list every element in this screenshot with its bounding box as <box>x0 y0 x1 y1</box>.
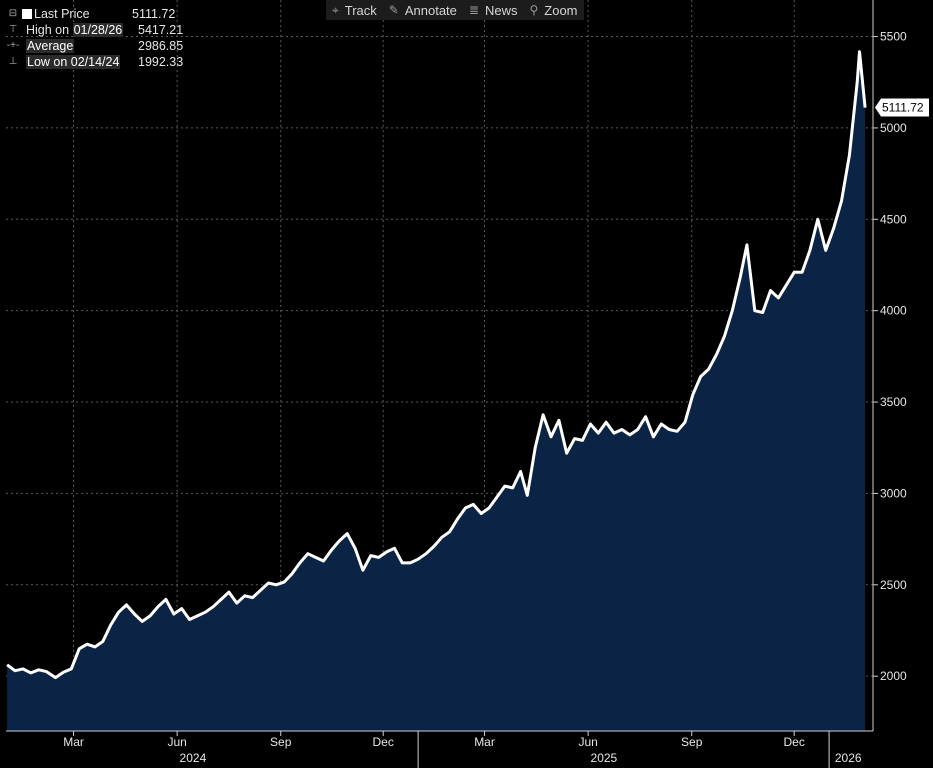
chart-toolbar: ⌖ Track ✎ Annotate ≣ News ⚲ Zoom <box>326 0 584 20</box>
legend: ⊟ Last Price 5111.72 ⊤ High on 01/28/26 … <box>6 6 183 70</box>
x-tick-label: Dec <box>373 735 394 749</box>
last-price-tag-text: 5111.72 <box>882 101 924 115</box>
x-tick-label: Sep <box>270 735 292 749</box>
news-button[interactable]: ≣ News <box>463 0 524 20</box>
legend-low-value: 1992.33 <box>138 55 184 69</box>
track-label: Track <box>344 2 377 18</box>
y-tick-label: 4500 <box>880 212 907 226</box>
x-tick-label: Mar <box>63 735 84 749</box>
news-label: News <box>484 2 518 18</box>
legend-low-text: Low on 02/14/24 <box>26 55 121 69</box>
last-price-tag-bg <box>875 98 929 117</box>
series-swatch <box>22 9 32 19</box>
year-label: 2024 <box>180 751 207 765</box>
expand-icon[interactable]: ⊟ <box>8 8 18 19</box>
high-marker-icon: ⊤ <box>8 24 18 35</box>
y-tick-label: 3000 <box>880 486 907 500</box>
legend-average-label: Average <box>26 39 75 53</box>
legend-last-label: Last Price <box>34 7 90 21</box>
legend-high-prefix: High on <box>26 23 73 37</box>
average-marker-icon: -+- <box>6 40 20 51</box>
year-label: 2025 <box>591 751 618 765</box>
magnifier-icon: ⚲ <box>529 3 539 17</box>
legend-low[interactable]: ⊥ Low on 02/14/24 1992.33 <box>6 54 183 70</box>
track-button[interactable]: ⌖ Track <box>326 0 383 20</box>
legend-average[interactable]: -+- Average 2986.85 <box>6 38 183 54</box>
legend-high-date: 01/28/26 <box>72 23 124 37</box>
legend-average-value: 2986.85 <box>138 39 184 53</box>
low-marker-icon: ⊥ <box>8 56 18 67</box>
news-icon: ≣ <box>468 3 479 17</box>
legend-last-price[interactable]: ⊟ Last Price 5111.72 <box>6 6 183 22</box>
x-tick-label: Sep <box>681 735 703 749</box>
annotate-button[interactable]: ✎ Annotate <box>383 0 463 20</box>
y-tick-label: 4000 <box>880 304 907 318</box>
zoom-button[interactable]: ⚲ Zoom <box>523 0 583 20</box>
x-tick-label: Jun <box>167 735 186 749</box>
price-line <box>6 50 867 680</box>
y-tick-label: 2500 <box>880 578 907 592</box>
last-price-tag: 5111.72 <box>875 98 929 117</box>
x-tick-label: Jun <box>578 735 597 749</box>
y-tick-label: 3500 <box>880 395 907 409</box>
legend-high[interactable]: ⊤ High on 01/28/26 5417.21 <box>6 22 183 38</box>
year-label: 2026 <box>835 751 862 765</box>
annotate-label: Annotate <box>404 2 457 18</box>
x-tick-label: Mar <box>474 735 495 749</box>
zoom-label: Zoom <box>544 2 578 18</box>
crosshair-icon: ⌖ <box>332 2 339 17</box>
price-area-fill <box>7 51 866 731</box>
legend-low-prefix: Low on <box>27 55 71 69</box>
legend-high-value: 5417.21 <box>138 23 184 37</box>
y-tick-label: 2000 <box>880 669 907 683</box>
legend-last-value: 5111.72 <box>132 7 176 21</box>
y-axis-ticks: 2000 2500 3000 3500 4000 4500 5000 5500 <box>873 30 907 683</box>
y-tick-label: 5000 <box>880 121 907 135</box>
legend-low-date: 02/14/24 <box>70 55 120 69</box>
pencil-icon: ✎ <box>388 3 399 17</box>
x-tick-label: Dec <box>784 735 805 749</box>
y-tick-label: 5500 <box>880 30 907 44</box>
x-axis-ticks: Mar Jun Sep Dec Mar Jun Sep Dec 2024 2025 2026 <box>63 731 862 768</box>
